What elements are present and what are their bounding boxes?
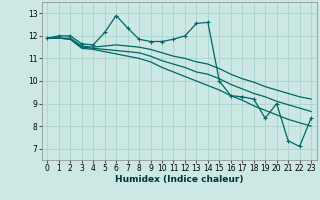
X-axis label: Humidex (Indice chaleur): Humidex (Indice chaleur) [115,175,244,184]
